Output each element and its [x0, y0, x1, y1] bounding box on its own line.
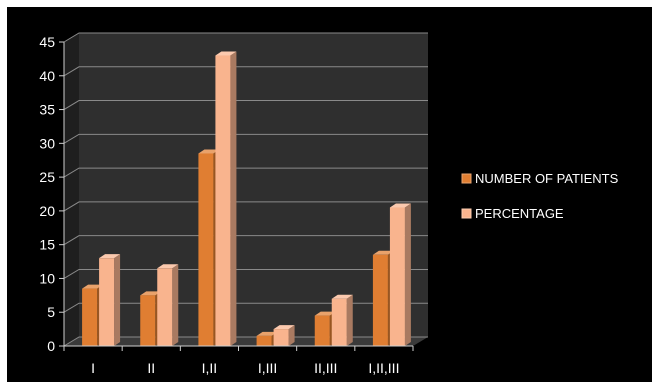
y-tick-label: 25 [39, 169, 55, 185]
y-tick-label: 30 [39, 135, 55, 151]
x-tick-label: I,II [202, 360, 218, 376]
x-tick-label: I [91, 360, 95, 376]
x-tick-label: II,III [314, 360, 337, 376]
bars [82, 51, 411, 347]
y-tick-label: 15 [39, 237, 55, 253]
plot-back-wall [79, 33, 428, 337]
gridline [63, 235, 428, 246]
gridline [63, 167, 428, 178]
y-tick-label: 45 [39, 34, 55, 50]
y-tick-label: 20 [39, 203, 55, 219]
gridline [63, 201, 428, 212]
x-tick-label: II [147, 360, 155, 376]
legend-item: NUMBER OF PATIENTS [461, 171, 619, 186]
y-tick-label: 10 [39, 270, 55, 286]
gridline [63, 32, 428, 43]
gridline [63, 336, 428, 347]
x-axis-ticks: I II I,II I,III II,III I,II,III [63, 345, 414, 376]
gridline [63, 66, 428, 77]
bar [157, 264, 179, 346]
plot-side-wall [64, 33, 79, 346]
legend-label: NUMBER OF PATIENTS [475, 171, 619, 186]
y-axis-ticks: 0 5 10 15 20 25 30 35 40 45 [39, 34, 65, 354]
y-tick-label: 35 [39, 102, 55, 118]
x-tick-label: I,III [258, 360, 277, 376]
chart-frame: 0 5 10 15 20 25 30 35 40 45 I II I,II I,III II,III I,I… [7, 7, 652, 382]
legend-item: PERCENTAGE [461, 206, 564, 221]
y-tick-label: 0 [47, 338, 55, 354]
bar [273, 325, 295, 346]
bar [331, 294, 353, 346]
y-tick-label: 5 [47, 304, 55, 320]
gridline [63, 100, 428, 110]
legend-swatch [461, 208, 472, 219]
gridline [63, 268, 428, 279]
bar [389, 203, 411, 346]
bar [215, 51, 237, 347]
y-tick-label: 40 [39, 68, 55, 84]
gridline [63, 133, 428, 144]
legend-swatch [461, 173, 472, 184]
legend: NUMBER OF PATIENTS PERCENTAGE [461, 171, 619, 221]
gridline [63, 302, 428, 313]
bar [99, 254, 121, 346]
gridlines [63, 32, 428, 347]
legend-label: PERCENTAGE [475, 206, 564, 221]
x-tick-label: I,II,III [368, 360, 399, 376]
